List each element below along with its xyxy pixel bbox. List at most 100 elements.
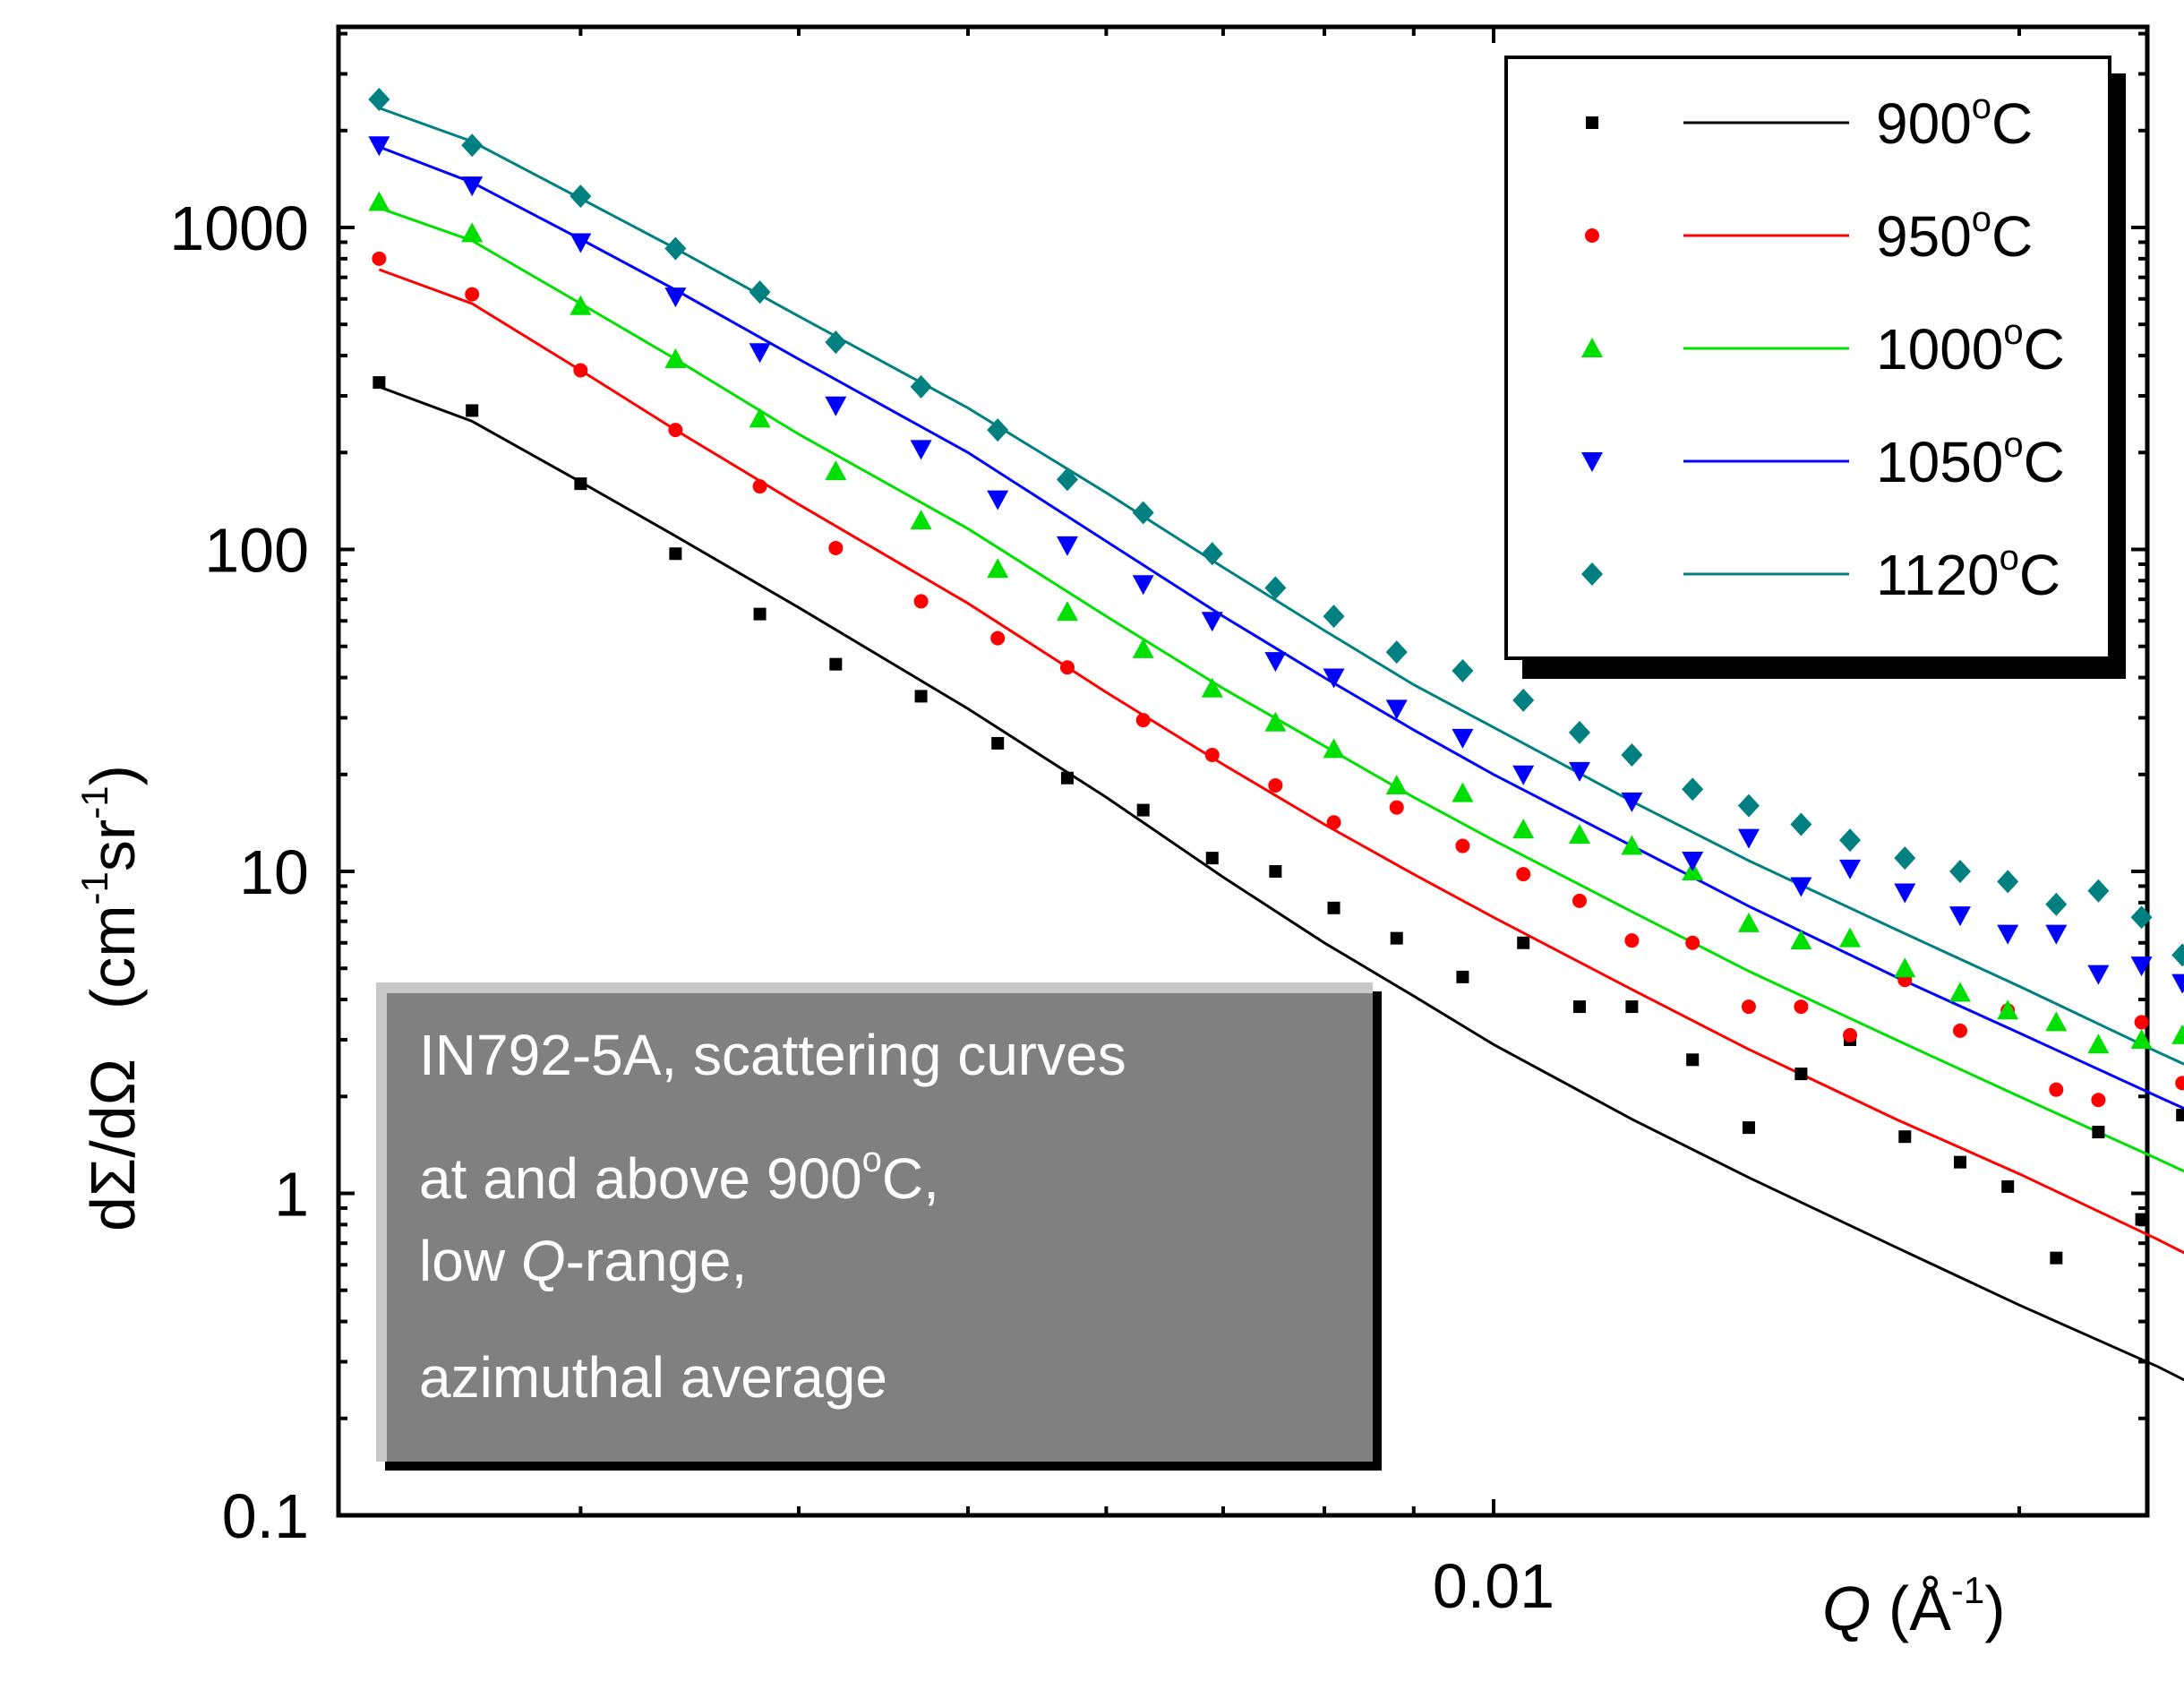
- data-point: [2045, 1011, 2068, 1032]
- data-point: [825, 330, 847, 355]
- data-point: [1794, 999, 1809, 1015]
- data-point: [1456, 970, 1469, 983]
- data-point: [829, 657, 843, 671]
- y-tick-label: 100: [204, 516, 309, 586]
- data-point: [2130, 1028, 2153, 1049]
- data-markers: [368, 87, 2184, 1265]
- data-point: [1790, 812, 1812, 836]
- data-point: [910, 440, 932, 460]
- data-point: [2134, 1015, 2149, 1030]
- data-point: [1323, 738, 1345, 759]
- legend-marker: [1586, 116, 1598, 129]
- data-point: [1843, 1027, 1858, 1042]
- data-point: [2049, 1082, 2064, 1097]
- legend-entries: 900oC 950oC 1000oC 1050oC 1120oC: [1581, 87, 2065, 607]
- data-point: [1056, 601, 1078, 622]
- data-point: [1136, 803, 1150, 817]
- data-point: [1568, 824, 1590, 845]
- data-point: [2171, 973, 2184, 994]
- y-tick-label: 1000: [169, 193, 309, 263]
- data-point: [825, 396, 847, 416]
- legend-label: 1000oC: [1876, 313, 2065, 382]
- annotation-panel: [387, 993, 1373, 1462]
- data-point: [1621, 792, 1643, 812]
- data-point: [1742, 1121, 1755, 1135]
- fit-lines: [378, 107, 2184, 1382]
- data-point: [2045, 892, 2068, 916]
- data-point: [828, 540, 844, 555]
- data-point: [1621, 835, 1643, 855]
- data-point: [1898, 1130, 1912, 1144]
- data-point: [461, 133, 484, 158]
- data-point: [373, 376, 386, 390]
- data-point: [1624, 933, 1640, 948]
- data-point: [1512, 765, 1535, 785]
- data-point: [1790, 930, 1812, 950]
- data-point: [1572, 1000, 1586, 1014]
- data-point: [1737, 793, 1760, 818]
- data-point: [372, 251, 387, 266]
- x-tick-labels: 0.01: [1433, 1551, 1554, 1621]
- data-point: [1201, 612, 1223, 632]
- data-point: [1205, 852, 1219, 865]
- data-point: [1455, 838, 1470, 853]
- data-point: [1572, 893, 1587, 908]
- data-point: [2176, 1109, 2184, 1122]
- data-point: [2045, 924, 2068, 945]
- data-point: [1790, 877, 1812, 897]
- data-point: [1894, 846, 1916, 871]
- data-point: [1327, 901, 1340, 914]
- data-point: [1135, 713, 1151, 728]
- data-point: [1952, 1023, 1967, 1038]
- data-point: [749, 343, 771, 364]
- data-point: [1953, 1155, 1966, 1169]
- data-point: [991, 736, 1005, 750]
- data-point: [1204, 747, 1220, 762]
- data-point: [749, 407, 771, 428]
- fit-line: [378, 385, 2184, 1382]
- data-point: [1385, 640, 1408, 665]
- data-point: [987, 490, 1009, 510]
- data-point: [1326, 815, 1341, 830]
- data-point: [990, 630, 1006, 646]
- data-point: [752, 479, 767, 494]
- y-tick-labels: 0.1 1 10 100 1000: [169, 193, 309, 1551]
- legend: 900oC 950oC 1000oC 1050oC 1120oC: [1504, 56, 2126, 679]
- fit-line: [378, 268, 2184, 1255]
- annotation-line-3: low Q-range,: [419, 1229, 747, 1293]
- data-point: [1948, 906, 1971, 927]
- data-point: [1323, 668, 1345, 689]
- data-point: [1452, 728, 1474, 749]
- data-point: [2001, 1179, 2015, 1193]
- annotation-line-2: at and above 900oC,: [419, 1140, 939, 1211]
- data-point: [1621, 742, 1643, 767]
- data-point: [2171, 943, 2184, 967]
- data-point: [1389, 800, 1404, 815]
- legend-label: 1050oC: [1876, 425, 2065, 494]
- data-point: [2130, 905, 2153, 930]
- y-tick-label: 10: [239, 837, 309, 907]
- x-tick-label: 0.01: [1433, 1551, 1554, 1621]
- data-point: [461, 222, 484, 243]
- data-point: [1839, 859, 1862, 879]
- data-point: [1264, 576, 1287, 600]
- data-point: [1682, 777, 1704, 802]
- data-point: [1568, 720, 1590, 744]
- data-point: [1997, 870, 2019, 894]
- data-point: [1385, 774, 1408, 794]
- data-point: [2087, 965, 2110, 985]
- data-point: [1056, 467, 1078, 492]
- data-point: [1132, 575, 1154, 596]
- data-point: [2050, 1251, 2063, 1265]
- data-point: [1323, 605, 1345, 629]
- data-point: [1268, 777, 1283, 793]
- data-point: [2087, 1033, 2110, 1054]
- axis-ticks: [338, 27, 2147, 1517]
- data-point: [1894, 883, 1916, 904]
- data-point: [368, 87, 390, 111]
- fit-line: [378, 145, 2184, 1111]
- data-point: [1132, 501, 1154, 525]
- data-point: [1948, 860, 1971, 883]
- annotation-box: IN792-5A, scattering curves at and above…: [376, 982, 1382, 1471]
- data-point: [465, 287, 480, 302]
